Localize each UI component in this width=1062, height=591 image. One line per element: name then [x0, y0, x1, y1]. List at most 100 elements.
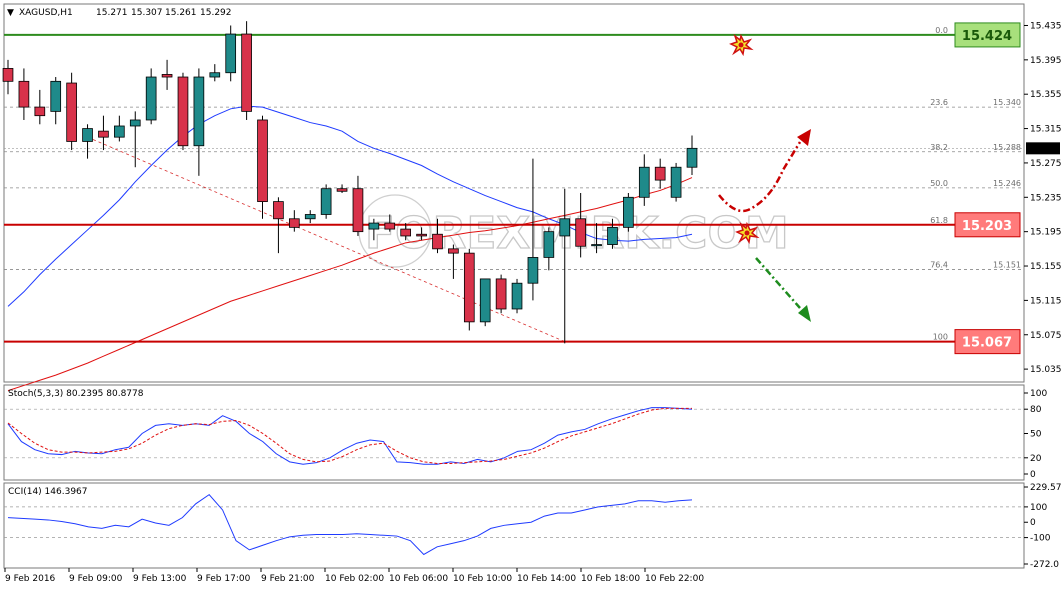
candle-body-up [368, 222, 380, 230]
cci-tick-label: -272.0 [1030, 560, 1059, 570]
pivot-level-box [954, 212, 1021, 238]
candle [50, 77, 62, 125]
candle-body-up [543, 231, 555, 258]
candle-body-down [273, 201, 284, 220]
candle [145, 68, 157, 125]
price-tick-label: 15.355 [1030, 90, 1062, 100]
candle-body-up [511, 282, 523, 310]
candle-body-up [114, 125, 125, 138]
pivot-burst-icon [735, 221, 760, 245]
candle [432, 218, 443, 254]
header-close: 15.292 [200, 8, 232, 18]
candle [82, 124, 93, 159]
fib-price-label: 15.340 [993, 98, 1021, 107]
candle [591, 223, 602, 254]
candle [638, 154, 650, 206]
stoch-line-1 [7, 407, 693, 465]
candle-body-up [670, 166, 682, 198]
price-tick-label: 15.035 [1030, 365, 1062, 375]
candle [559, 188, 571, 344]
support-level-box [954, 329, 1021, 355]
pivot-level-label: 15.203 [962, 219, 1012, 234]
resistance-burst-icon [729, 33, 754, 57]
scenario-up-arrowhead [797, 129, 811, 146]
burst-core [744, 230, 750, 236]
candle [34, 89, 46, 125]
candle [368, 218, 380, 241]
cci-tick-label: 100 [1030, 503, 1047, 513]
candle-body-down [352, 188, 364, 233]
fib-level-label: 100 [933, 333, 948, 342]
candle [543, 227, 555, 271]
candle-body-down [34, 106, 46, 117]
fib-level-label: 0.0 [935, 26, 948, 35]
candle-body-down [288, 218, 300, 228]
fib-level-label: 38.2 [930, 143, 948, 152]
cci-tick-label: -100 [1030, 534, 1051, 544]
candle-body-up [638, 166, 650, 198]
resistance-level-box [954, 22, 1021, 48]
cci-tick-label: 0 [1030, 518, 1036, 528]
candle-body-down [495, 278, 507, 310]
candle-body-down [241, 33, 252, 112]
candle-body-down [66, 82, 77, 142]
candle [416, 227, 427, 241]
candlestick-series [2, 21, 698, 344]
candle-body-down [416, 233, 427, 237]
candle-body-down [98, 130, 109, 138]
candle-body-down [654, 166, 666, 181]
candle [114, 115, 125, 142]
candle [257, 115, 268, 219]
candle [575, 193, 586, 258]
candle [670, 162, 682, 202]
chart-header: ▼ XAGUSD,H1 15.271 15.307 15.261 15.292 [7, 8, 232, 18]
fib-level-label: 61.8 [930, 216, 948, 225]
fib-level-label: 23.6 [930, 98, 948, 107]
resistance-level-label: 15.424 [962, 29, 1012, 44]
price-tick-label: 15.315 [1030, 125, 1062, 135]
fib-price-label: 15.288 [993, 143, 1021, 152]
candle-body-up [623, 196, 634, 228]
candle-body-down [575, 218, 586, 247]
candle [129, 111, 141, 168]
candle [209, 64, 221, 82]
candle [400, 223, 412, 241]
header-low: 15.261 [165, 8, 197, 18]
scenario-down-arrowhead [798, 305, 811, 322]
candle-body-down [161, 74, 173, 78]
cci-line-1 [7, 493, 693, 556]
candle [607, 218, 618, 249]
fib-price-label: 15.151 [993, 260, 1021, 269]
price-tick-label: 15.235 [1030, 193, 1062, 203]
candle [225, 25, 237, 82]
candle [18, 68, 30, 120]
horizontal-levels [4, 33, 955, 343]
candle-body-up [209, 72, 221, 78]
candle [177, 72, 189, 151]
time-tick-label: 10 Feb 02:00 [325, 574, 384, 584]
candle [193, 68, 205, 176]
candle [66, 72, 77, 151]
header-open: 15.271 [96, 8, 128, 18]
candle [686, 135, 698, 175]
price-tick-label: 15.275 [1030, 159, 1062, 169]
candle-body-down [432, 233, 443, 250]
stoch-panel-frame [3, 384, 1025, 481]
scenario-up-arrow [718, 141, 802, 213]
header-arrow-icon[interactable]: ▼ [7, 8, 14, 18]
stoch-tick-label: 20 [1030, 454, 1042, 464]
stoch-line-2 [7, 407, 692, 464]
candle [654, 158, 666, 189]
candle-body-down [2, 68, 14, 82]
stochastic-panel: 100 80 50 20 0 [4, 389, 1047, 480]
stoch-tick-label: 80 [1030, 405, 1042, 415]
stoch-tick-label: 0 [1030, 470, 1036, 480]
time-tick-label: 9 Feb 09:00 [69, 574, 123, 584]
price-tick-label: 15.075 [1030, 331, 1062, 341]
candle-body-up [82, 128, 93, 142]
price-panel-frame [3, 3, 1025, 383]
time-tick-label: 10 Feb 14:00 [517, 574, 576, 584]
level-price-boxes: 15.424 15.203 15.067 [954, 22, 1021, 355]
fib-level-label: 50.0 [930, 179, 948, 188]
